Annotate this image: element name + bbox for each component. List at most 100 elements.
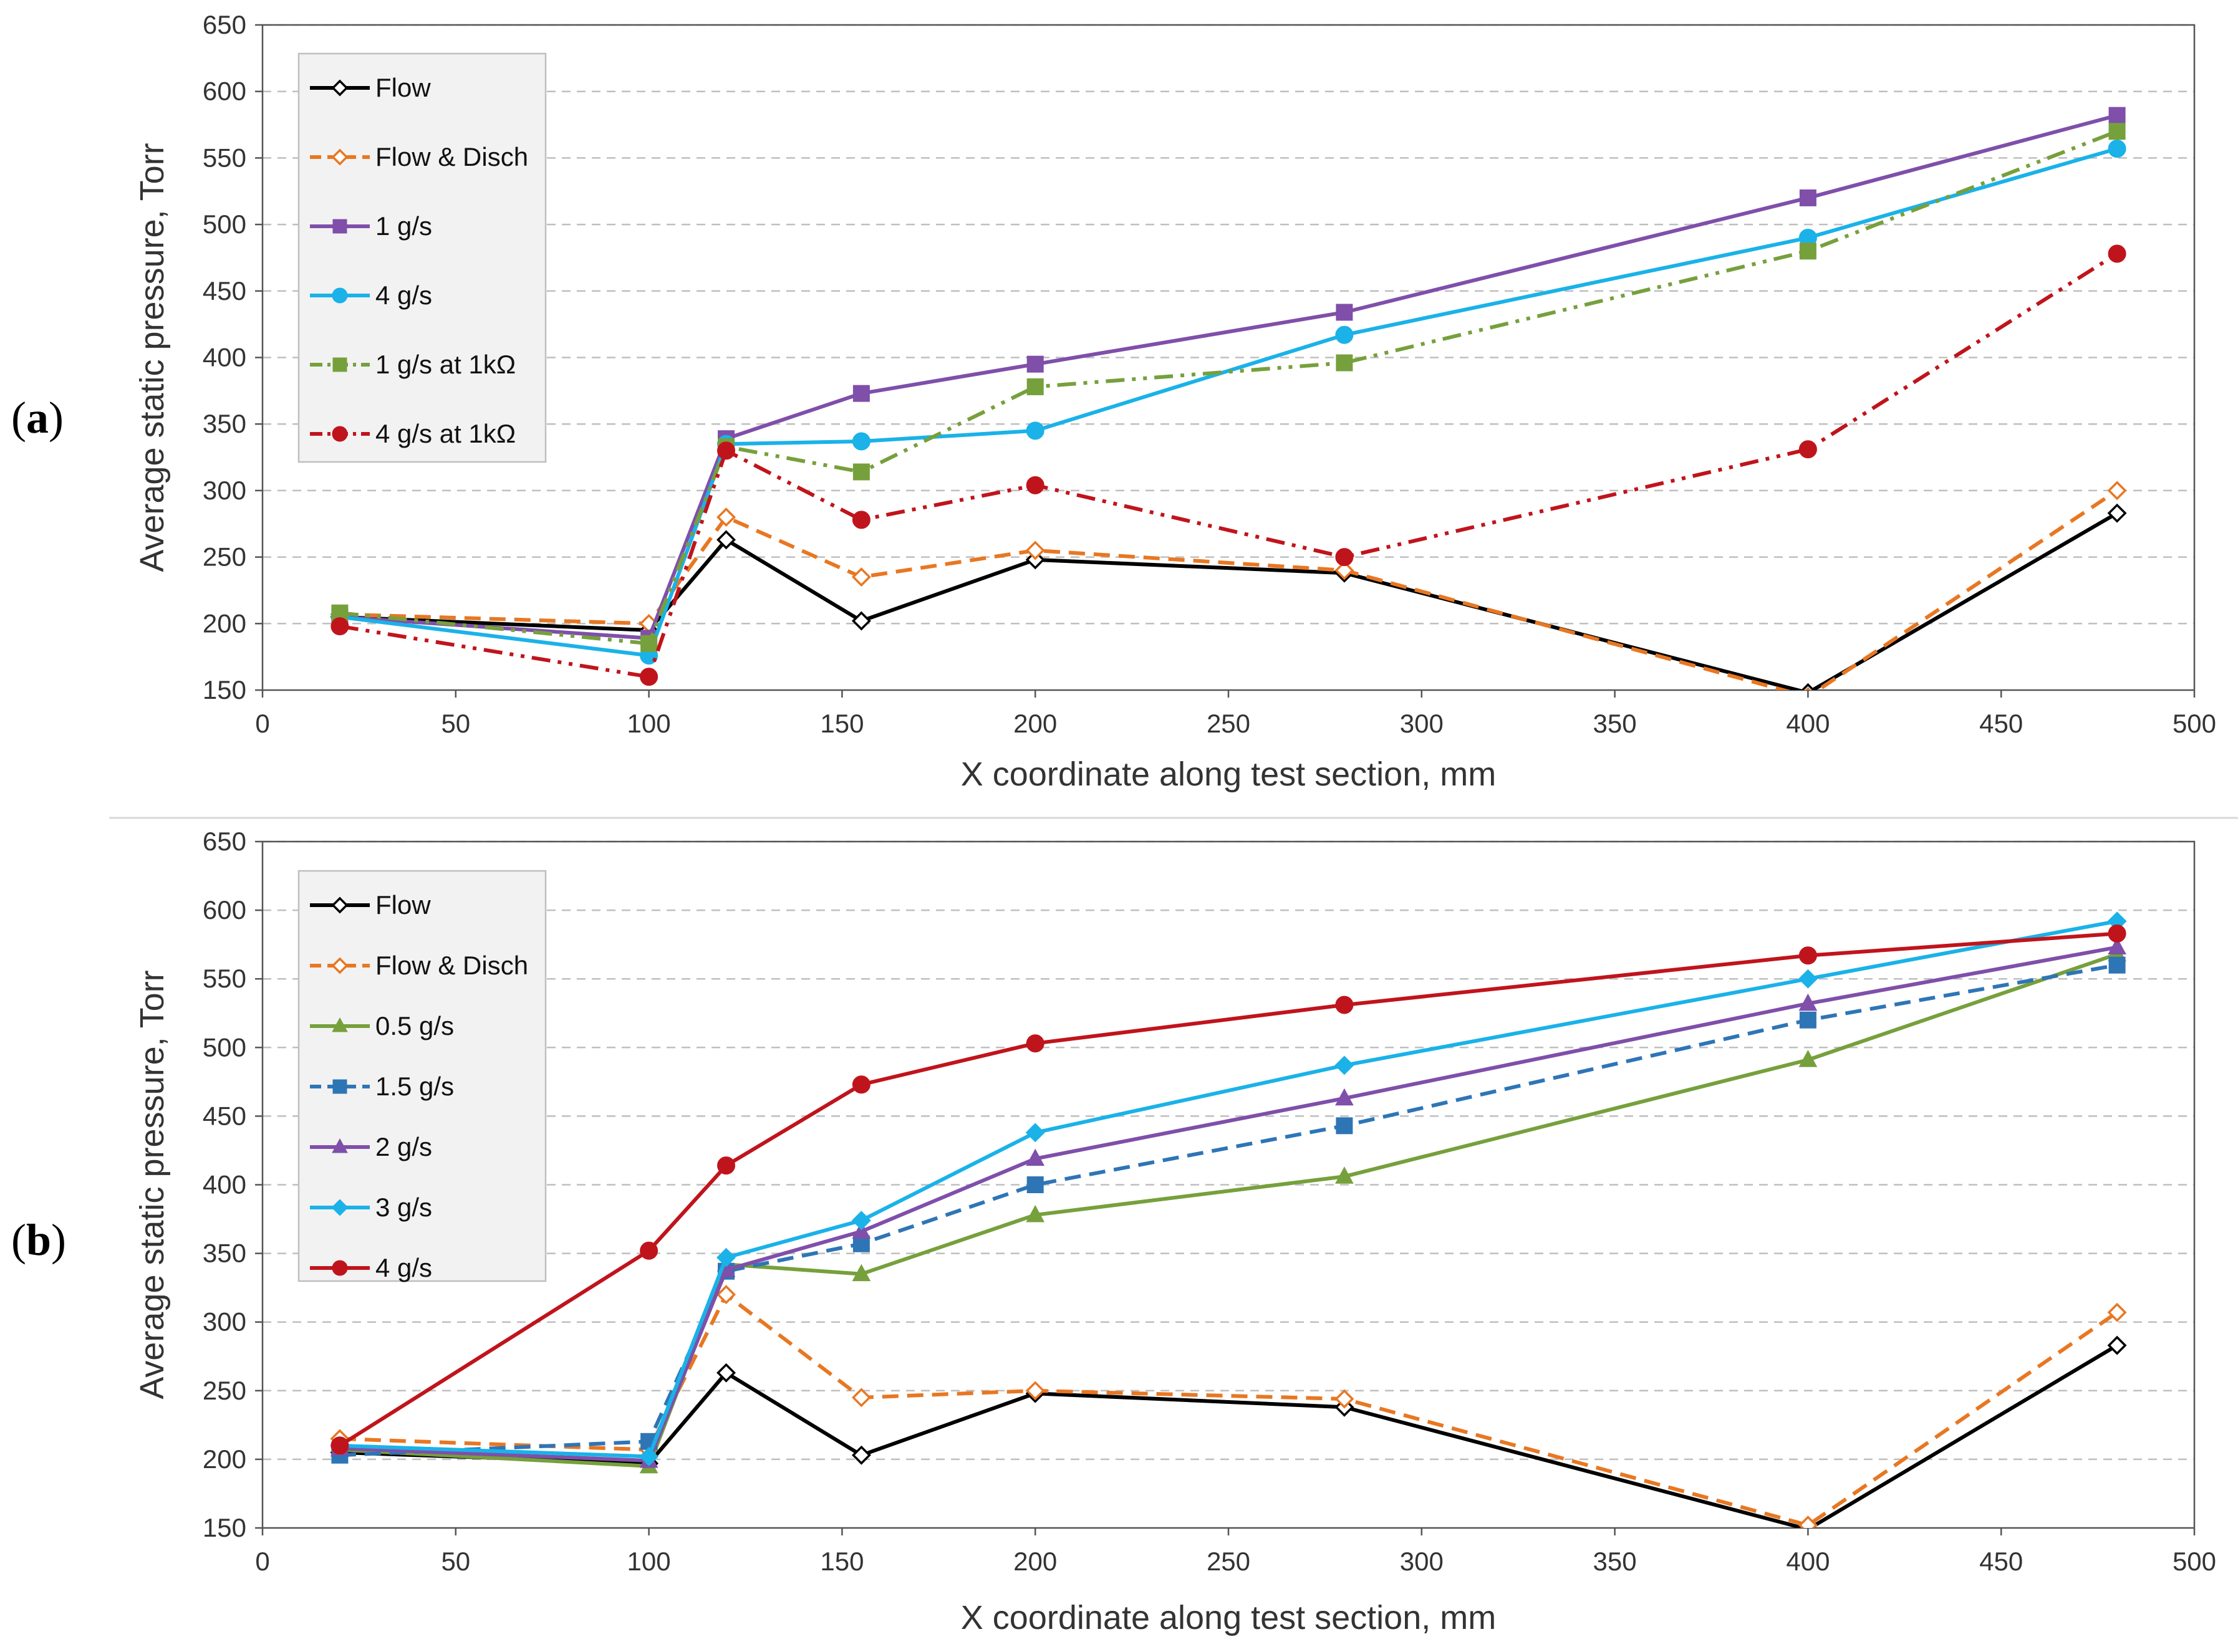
series-line-1-g-s-at-1k	[339, 129, 2118, 646]
data-point-1-g-s-at-1k	[2108, 123, 2126, 140]
data-point-4-g-s-at-1k	[640, 668, 658, 686]
legend-swatch-marker	[332, 287, 348, 304]
legend-item-4-g-s: 4 g/s	[310, 281, 432, 310]
data-point-1-g-s	[1799, 189, 1816, 206]
series-line-1-g-s	[339, 113, 2118, 640]
legend-swatch-marker	[331, 1199, 349, 1216]
legend-swatch-marker	[332, 1138, 348, 1153]
legend-label: 1 g/s at 1kΩ	[375, 350, 516, 379]
y-tick-label: 450	[203, 276, 246, 305]
data-point-1-g-s	[2108, 107, 2126, 124]
data-point-2-g-s	[1798, 993, 1818, 1011]
data-point-flow-disch	[2107, 1302, 2127, 1322]
y-axis-title: Average static pressure, Torr	[133, 143, 171, 572]
y-tick-label: 550	[203, 143, 246, 172]
data-point-4-g-s-at-1k	[1026, 476, 1044, 494]
y-tick-label: 650	[203, 827, 246, 856]
series-line-flow	[339, 511, 2118, 690]
data-point-flow-disch	[1025, 1381, 1045, 1401]
legend-swatch-marker	[332, 1079, 347, 1094]
series-flow	[330, 1335, 2127, 1528]
y-tick-label: 500	[203, 1032, 246, 1062]
data-point-4-g-s-at-1k	[1335, 548, 1354, 567]
legend-label: 4 g/s	[375, 281, 432, 310]
data-point-1-5-g-s	[1336, 1117, 1353, 1135]
data-point-0-5-g-s	[1026, 1204, 1045, 1222]
data-point-2-g-s	[1335, 1088, 1354, 1106]
data-point-flow	[716, 530, 736, 550]
x-tick-label: 400	[1786, 1547, 1830, 1576]
y-tick-label: 350	[203, 1239, 246, 1268]
legend-label: 3 g/s	[375, 1193, 432, 1222]
legend: Flow Flow & Disch 0.5 g/s 1.5 g/s 2 g/s 3 g/s…	[297, 870, 547, 1282]
data-point-3-g-s	[1334, 1055, 1354, 1075]
x-tick-label: 50	[441, 709, 470, 738]
legend-swatch-marker	[331, 79, 349, 97]
series-flow-disch	[330, 1285, 2127, 1528]
data-point-flow-disch	[1805, 687, 1811, 690]
data-point-2-g-s	[1026, 1148, 1045, 1166]
y-tick-label: 550	[203, 964, 246, 993]
legend-swatch-marker	[331, 148, 349, 166]
data-point-4-g-s-at-1k	[330, 617, 349, 636]
data-point-1-g-s	[852, 385, 870, 402]
series-4-g-s	[330, 139, 2126, 665]
data-point-4-g-s	[1335, 325, 1354, 344]
data-point-4-g-s-at-1k	[717, 441, 736, 460]
data-point-1-g-s-at-1k	[1799, 243, 1816, 260]
legend-item-2-g-s: 2 g/s	[310, 1132, 432, 1161]
data-point-flow	[851, 611, 871, 631]
legend-swatch-marker	[332, 219, 347, 234]
data-point-1-g-s-at-1k	[852, 463, 870, 481]
x-tick-label: 300	[1400, 709, 1444, 738]
data-point-4-g-s-at-1k	[1798, 440, 1817, 459]
legend-swatch-marker	[332, 357, 347, 372]
legend-item-1-g-s: 1 g/s	[310, 211, 432, 241]
x-tick-label: 450	[1979, 1547, 2023, 1576]
series-4-g-s-at-1k	[330, 244, 2126, 686]
legend-swatch-marker	[332, 1017, 348, 1032]
legend: Flow Flow & Disch 1 g/s 4 g/s 1 g/s at 1kΩ 4 …	[297, 52, 547, 463]
data-point-4-g-s	[717, 1156, 736, 1175]
x-tick-label: 150	[820, 1547, 864, 1576]
x-tick-label: 450	[1979, 709, 2023, 738]
x-tick-label: 200	[1013, 709, 1057, 738]
x-tick-label: 0	[255, 709, 269, 738]
y-tick-label: 600	[203, 77, 246, 106]
data-point-0-5-g-s	[852, 1264, 871, 1282]
data-point-0-5-g-s	[1798, 1050, 1818, 1067]
data-point-flow-disch	[851, 1388, 871, 1408]
legend-item-flow: Flow	[310, 73, 431, 102]
legend-item-3-g-s: 3 g/s	[310, 1193, 432, 1222]
legend-label: 4 g/s at 1kΩ	[375, 419, 516, 448]
series-flow	[330, 503, 2127, 690]
y-tick-label: 250	[203, 1376, 246, 1405]
data-point-1-g-s-at-1k	[1026, 378, 1044, 395]
plot-area	[261, 24, 2196, 691]
data-point-4-g-s	[2108, 139, 2126, 158]
x-tick-label: 500	[2173, 1547, 2216, 1576]
series-1-g-s	[331, 107, 2126, 647]
legend-label: 1.5 g/s	[375, 1072, 454, 1101]
data-point-4-g-s	[1798, 946, 1817, 965]
legend-item-flow: Flow	[310, 890, 431, 920]
chart-b: 150 200 250 300 350 400 450 500 550 600 650 0 50 100 1…	[133, 827, 2216, 1636]
x-tick-label: 100	[627, 1547, 671, 1576]
data-point-flow-disch	[1334, 560, 1354, 580]
series-line-4-g-s	[339, 146, 2118, 658]
x-tick-label: 200	[1013, 1547, 1057, 1576]
legend-swatch-marker	[331, 896, 349, 914]
x-tick-label: 500	[2173, 709, 2216, 738]
series-line-4-g-s-at-1k	[339, 252, 2118, 679]
series-line-flow	[339, 1343, 2118, 1528]
x-tick-label: 0	[255, 1547, 269, 1576]
x-tick-label: 350	[1593, 709, 1637, 738]
data-point-flow-disch	[716, 507, 736, 527]
series-line-4-g-s	[339, 931, 2118, 1448]
plot-area	[261, 840, 2196, 1529]
data-point-3-g-s	[639, 1447, 659, 1466]
series-0-5-g-s	[330, 944, 2126, 1474]
data-point-flow	[851, 1445, 871, 1465]
x-tick-label: 250	[1207, 709, 1250, 738]
